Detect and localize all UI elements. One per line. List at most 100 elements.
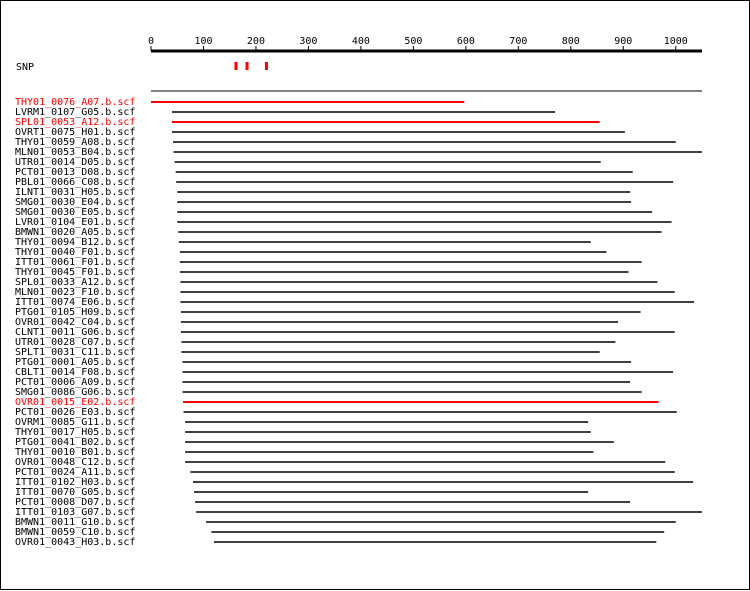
read-name[interactable]: THY01_0045_F01.b.scf: [15, 267, 135, 278]
read-name[interactable]: ILNT1_0031_H05.b.scf: [15, 187, 135, 198]
read-row: SPLT1_0031_C11.b.scf: [15, 347, 600, 358]
read-row: PCT01_0006_A09.b.scf: [15, 377, 631, 388]
axis-tick-label: 700: [509, 36, 527, 47]
read-name[interactable]: OVR01_0015_E02.b.scf: [15, 397, 135, 408]
read-name[interactable]: MLN01_0023_F10.b.scf: [15, 287, 135, 298]
read-name[interactable]: CLNT1_0011_G06.b.scf: [15, 327, 135, 338]
read-name[interactable]: SMG01_0030_E04.b.scf: [15, 197, 135, 208]
read-row: LVRM1_0107_G05.b.scf: [15, 107, 556, 118]
read-name[interactable]: OVR01_0048_C12.b.scf: [15, 457, 135, 468]
read-row: THY01_0076_A07.b.scf: [15, 97, 465, 108]
read-row: OVRT1_0075_H01.b.scf: [15, 127, 625, 138]
read-row: PCT01_0008_D07.b.scf: [15, 497, 631, 508]
axis-tick-label: 900: [614, 36, 632, 47]
read-name[interactable]: PTG01_0105_H09.b.scf: [15, 307, 135, 318]
read-name[interactable]: OVRT1_0075_H01.b.scf: [15, 127, 135, 138]
read-row: PTG01_0001_A05.b.scf: [15, 357, 632, 368]
read-name[interactable]: SPLT1_0031_C11.b.scf: [15, 347, 135, 358]
read-name[interactable]: THY01_0076_A07.b.scf: [15, 97, 135, 108]
read-name[interactable]: SMG01_0030_E05.b.scf: [15, 207, 135, 218]
read-name[interactable]: LVRM1_0107_G05.b.scf: [15, 107, 135, 118]
position-axis: 0 100 200 300 400 500 600 700 800 900 1000: [148, 36, 702, 53]
axis-tick-label: 0: [148, 36, 154, 47]
read-name[interactable]: ITT01_0102_H03.b.scf: [15, 477, 135, 488]
snp-marker: [245, 62, 249, 70]
read-row: OVRM1_0085_G11.b.scf: [15, 417, 589, 428]
read-name[interactable]: ITT01_0061_F01.b.scf: [15, 257, 135, 268]
axis-tick-label: 400: [352, 36, 370, 47]
read-name[interactable]: PTG01_0001_A05.b.scf: [15, 357, 135, 368]
read-row: LVR01_0104_E01.b.scf: [15, 217, 672, 228]
read-row: PCT01_0024_A11.b.scf: [15, 467, 675, 478]
read-row: MLN01_0023_F10.b.scf: [15, 287, 675, 298]
snp-marker: [234, 62, 238, 70]
read-row: THY01_0045_F01.b.scf: [15, 267, 629, 278]
axis-tick-label: 1000: [664, 36, 688, 47]
read-name[interactable]: PCT01_0008_D07.b.scf: [15, 497, 135, 508]
read-name[interactable]: THY01_0017_H05.b.scf: [15, 427, 135, 438]
read-name[interactable]: THY01_0094_B12.b.scf: [15, 237, 135, 248]
read-row: THY01_0017_H05.b.scf: [15, 427, 591, 438]
read-row: ILNT1_0031_H05.b.scf: [15, 187, 631, 198]
read-row: PTG01_0105_H09.b.scf: [15, 307, 641, 318]
read-name[interactable]: MLN01_0053_B04.b.scf: [15, 147, 135, 158]
read-row: CLNT1_0011_G06.b.scf: [15, 327, 675, 338]
read-name[interactable]: SMG01_0086_G06.b.scf: [15, 387, 135, 398]
read-name[interactable]: PCT01_0026_E03.b.scf: [15, 407, 135, 418]
read-row: BMWN1_0020_A05.b.scf: [15, 227, 662, 238]
read-name[interactable]: BMWN1_0020_A05.b.scf: [15, 227, 135, 238]
read-name[interactable]: PCT01_0024_A11.b.scf: [15, 467, 135, 478]
read-name[interactable]: UTR01_0028_C07.b.scf: [15, 337, 135, 348]
read-name[interactable]: ITT01_0074_E06.b.scf: [15, 297, 135, 308]
read-name[interactable]: SPL01_0033_A12.b.scf: [15, 277, 135, 288]
read-name[interactable]: PCT01_0013_D08.b.scf: [15, 167, 135, 178]
read-name[interactable]: PBL01_0066_C08.b.scf: [15, 177, 135, 188]
read-name[interactable]: ITT01_0070_G05.b.scf: [15, 487, 135, 498]
read-row: ITT01_0103_G07.b.scf: [15, 507, 702, 518]
read-row: MLN01_0053_B04.b.scf: [15, 147, 702, 158]
read-row: ITT01_0102_H03.b.scf: [15, 477, 694, 488]
axis-tick-label: 200: [247, 36, 265, 47]
read-name[interactable]: OVR01_0042_C04.b.scf: [15, 317, 135, 328]
read-row: THY01_0059_A08.b.scf: [15, 137, 676, 148]
axis-tick-label: 100: [194, 36, 212, 47]
read-name[interactable]: ITT01_0103_G07.b.scf: [15, 507, 135, 518]
read-name[interactable]: SPL01_0053_A12.b.scf: [15, 117, 135, 128]
read-name[interactable]: PCT01_0006_A09.b.scf: [15, 377, 135, 388]
read-row: ITT01_0074_E06.b.scf: [15, 297, 695, 308]
read-row: SPL01_0033_A12.b.scf: [15, 277, 658, 288]
read-name[interactable]: THY01_0010_B01.b.scf: [15, 447, 135, 458]
read-row: SMG01_0030_E05.b.scf: [15, 207, 653, 218]
read-row: UTR01_0028_C07.b.scf: [15, 337, 616, 348]
read-row: THY01_0094_B12.b.scf: [15, 237, 591, 248]
read-name[interactable]: THY01_0040_F01.b.scf: [15, 247, 135, 258]
read-row: UTR01_0014_D05.b.scf: [15, 157, 601, 168]
read-row: OVR01_0042_C04.b.scf: [15, 317, 619, 328]
read-row: PCT01_0013_D08.b.scf: [15, 167, 633, 178]
read-name[interactable]: BMWN1_0059_C10.b.scf: [15, 527, 135, 538]
read-name[interactable]: THY01_0059_A08.b.scf: [15, 137, 135, 148]
read-row: OVR01_0015_E02.b.scf: [15, 397, 659, 408]
read-name[interactable]: UTR01_0014_D05.b.scf: [15, 157, 135, 168]
read-name[interactable]: OVRM1_0085_G11.b.scf: [15, 417, 135, 428]
read-row: ITT01_0070_G05.b.scf: [15, 487, 589, 498]
snp-label: SNP: [16, 62, 34, 73]
read-row: SPL01_0053_A12.b.scf: [15, 117, 600, 128]
read-name[interactable]: CBLT1_0014_F08.b.scf: [15, 367, 135, 378]
read-name[interactable]: LVR01_0104_E01.b.scf: [15, 217, 135, 228]
read-row: PCT01_0026_E03.b.scf: [15, 407, 677, 418]
axis-tick-label: 800: [562, 36, 580, 47]
axis-tick-label: 600: [457, 36, 475, 47]
read-row: ITT01_0061_F01.b.scf: [15, 257, 642, 268]
snp-track: SNP: [16, 62, 268, 73]
read-row: THY01_0010_B01.b.scf: [15, 447, 594, 458]
read-name[interactable]: BMWN1_0011_G10.b.scf: [15, 517, 135, 528]
axis-tick-label: 300: [299, 36, 317, 47]
read-row: THY01_0040_F01.b.scf: [15, 247, 607, 258]
read-row: PTG01_0041_B02.b.scf: [15, 437, 614, 448]
read-name[interactable]: PTG01_0041_B02.b.scf: [15, 437, 135, 448]
reads-list: THY01_0076_A07.b.scfLVRM1_0107_G05.b.scf…: [15, 97, 702, 548]
read-name[interactable]: OVR01_0043_H03.b.scf: [15, 537, 135, 548]
